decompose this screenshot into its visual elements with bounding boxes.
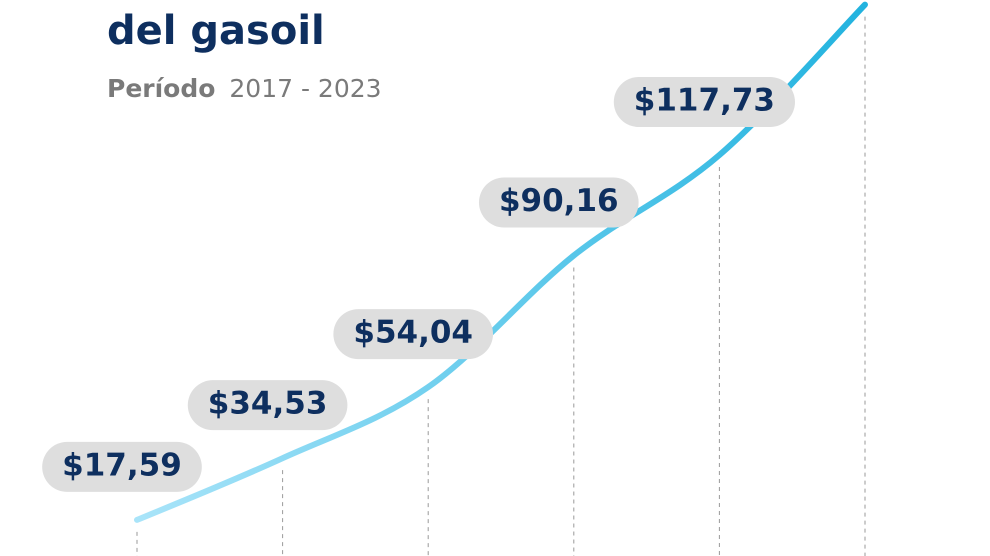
title: del gasoil bbox=[107, 8, 325, 54]
value-label: $54,04 bbox=[333, 309, 494, 360]
value-label-text: $54,04 bbox=[353, 315, 473, 351]
subtitle-period: 2017 - 2023 bbox=[229, 74, 381, 103]
value-label-text: $90,16 bbox=[499, 183, 619, 219]
subtitle: Período 2017 - 2023 bbox=[107, 74, 382, 103]
value-label-text: $34,53 bbox=[208, 386, 328, 422]
value-label-pill bbox=[187, 380, 348, 431]
price-line bbox=[134, 1, 868, 523]
value-label-pill bbox=[478, 177, 639, 228]
value-label: $17,59 bbox=[42, 441, 202, 492]
subtitle-lead: Período bbox=[107, 74, 215, 103]
value-label: $117,73 bbox=[613, 77, 796, 128]
value-label: $34,53 bbox=[187, 380, 348, 431]
value-label-text: $17,59 bbox=[62, 447, 182, 483]
value-label-text: $117,73 bbox=[634, 83, 775, 119]
value-label-pill bbox=[333, 309, 494, 360]
value-label: $90,16 bbox=[478, 177, 639, 228]
value-label-pill bbox=[42, 441, 202, 492]
value-label-pill bbox=[613, 77, 796, 128]
